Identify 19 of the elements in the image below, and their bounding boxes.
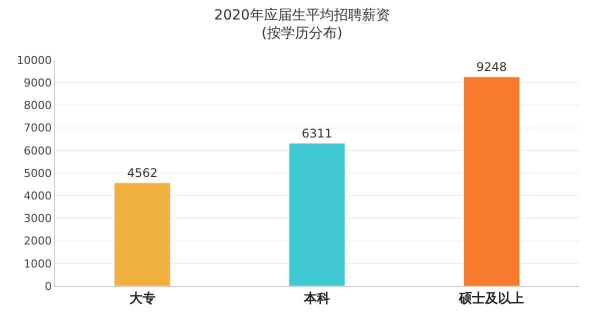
y-tick-label: 0 — [44, 280, 52, 293]
y-tick-label: 6000 — [24, 144, 52, 158]
y-tick-label: 3000 — [24, 212, 52, 226]
x-tick-label: 硕士及以上 — [458, 292, 524, 307]
y-tick-label: 9000 — [24, 76, 52, 90]
y-tick-label: 4000 — [24, 189, 52, 202]
data-label: 4562 — [127, 166, 158, 180]
y-tick-label: 2000 — [24, 234, 52, 248]
x-tick-label: 大专 — [129, 290, 156, 307]
chart-subtitle: (按学历分布) — [262, 25, 342, 42]
y-tick-label: 10000 — [16, 54, 52, 67]
data-label: 6311 — [302, 126, 332, 140]
chart-title: 2020年应届生平均招聘薪资 — [214, 7, 390, 24]
y-tick-label: 7000 — [24, 122, 52, 135]
y-tick-label: 1000 — [24, 257, 52, 270]
y-tick-label: 8000 — [24, 99, 52, 112]
y-tick-label: 5000 — [24, 166, 52, 180]
x-tick-label: 本科 — [303, 292, 330, 307]
data-label: 9248 — [476, 60, 507, 74]
